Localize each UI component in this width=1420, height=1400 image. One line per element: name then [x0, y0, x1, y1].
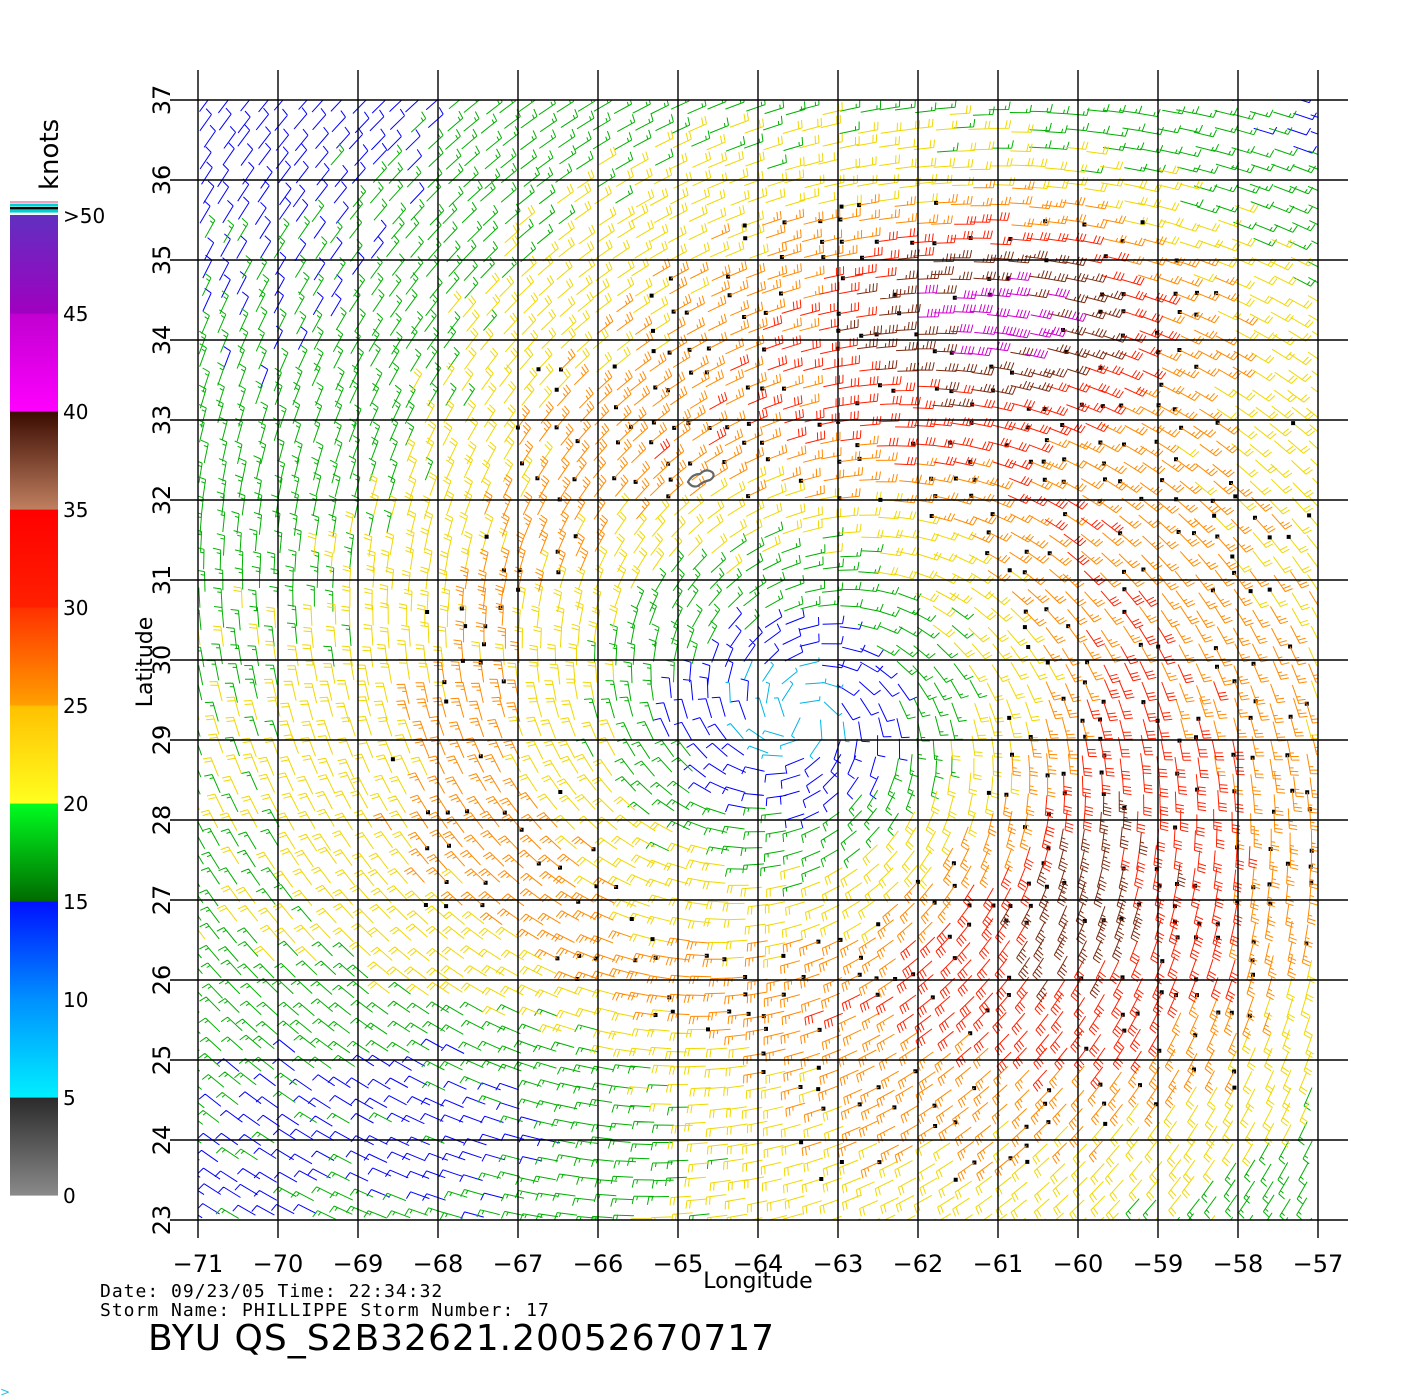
storm-info-line: Storm Name: PHILLIPPE Storm Number: 17: [100, 1300, 550, 1321]
axis-ticks: −71 −70 −69 −68 −67 −66 −65 −64 −63 −62 −61 −60 −59 −…: [148, 85, 1343, 1278]
x-axis-label: Longitude: [703, 1269, 812, 1294]
latitude-tick-label: 30: [148, 645, 176, 676]
date-time-line: Date: 09/23/05 Time: 22:34:32: [100, 1281, 444, 1302]
longitude-tick-label: −61: [973, 1250, 1024, 1278]
wind-barbs-ff8a00: [373, 179, 1318, 1182]
corner-mark: >: [0, 1385, 11, 1399]
colorbar-tick-label: 20: [63, 792, 88, 816]
wind-barbs-0000ff: [198, 100, 1318, 1220]
latitude-tick-label: 32: [148, 485, 176, 516]
colorbar-tick-label: 15: [63, 890, 88, 914]
lat-lon-grid: [170, 70, 1348, 1238]
colorbar-band: [10, 411, 58, 510]
colorbar-tick-label: 45: [63, 302, 88, 326]
latitude-tick-label: 23: [148, 1205, 176, 1236]
longitude-tick-label: −67: [493, 1250, 544, 1278]
latitude-tick-label: 31: [148, 565, 176, 596]
colorbar-stripe: [10, 207, 58, 210]
latitude-tick-label: 28: [148, 805, 176, 836]
colorbar-band: [10, 901, 58, 1000]
latitude-tick-label: 37: [148, 85, 176, 116]
colorbar-band: [10, 607, 58, 706]
colorbar-tick-label: 35: [63, 498, 88, 522]
latitude-tick-label: 24: [148, 1125, 176, 1156]
latitude-tick-label: 25: [148, 1045, 176, 1076]
longitude-tick-label: −62: [893, 1250, 944, 1278]
longitude-tick-label: −60: [1053, 1250, 1104, 1278]
latitude-tick-label: 29: [148, 725, 176, 756]
wind-barbs-f0d800: [198, 101, 1318, 1220]
longitude-tick-label: −65: [653, 1250, 704, 1278]
latitude-tick-label: 27: [148, 885, 176, 916]
longitude-tick-label: −57: [1293, 1250, 1344, 1278]
wind-barbs-7a2a10: [838, 249, 1186, 1003]
longitude-tick-label: −69: [333, 1250, 384, 1278]
latitude-tick-label: 26: [148, 965, 176, 996]
colorbar-tick-label: 40: [63, 400, 88, 424]
colorbar-band: [10, 705, 58, 804]
longitude-tick-label: −63: [813, 1250, 864, 1278]
longitude-tick-label: −66: [573, 1250, 624, 1278]
colorbar-band: [10, 509, 58, 608]
colorbar-stripe: [10, 204, 58, 207]
colorbar: 0 5 10 15 20 25 30 35 40 45 >50: [10, 201, 105, 1208]
colorbar-tick-label: 0: [63, 1184, 76, 1208]
colorbar-tick-label: 25: [63, 694, 88, 718]
longitude-tick-label: −68: [413, 1250, 464, 1278]
y-axis-label: Latitude: [133, 617, 158, 708]
latitude-tick-label: 36: [148, 165, 176, 196]
colorbar-tick-label: 30: [63, 596, 88, 620]
latitude-tick-label: 33: [148, 405, 176, 436]
colorbar-unit-label: knots: [35, 119, 65, 190]
wind-barbs-ff2000: [654, 212, 1258, 1092]
longitude-tick-label: −64: [733, 1250, 784, 1278]
wind-barbs-00b4e6: [725, 657, 850, 760]
colorbar-tick-label: 5: [63, 1086, 76, 1110]
colorbar-stripe: [10, 201, 58, 204]
bermuda-coastline: [686, 469, 715, 488]
longitude-tick-label: −70: [253, 1250, 304, 1278]
wind-barbs-00b000: [198, 100, 1318, 1220]
longitude-tick-label: −71: [173, 1250, 224, 1278]
colorbar-tick-label: >50: [63, 204, 105, 228]
colorbar-band: [10, 803, 58, 902]
bermuda-island: [686, 469, 715, 488]
wind-barbs-000000: [390, 200, 1314, 1182]
latitude-tick-label: 34: [148, 325, 176, 356]
colorbar-band: [10, 999, 58, 1098]
longitude-tick-label: −59: [1133, 1250, 1184, 1278]
latitude-tick-label: 35: [148, 245, 176, 276]
colorbar-stripe: [10, 210, 58, 213]
colorbar-band: [10, 215, 58, 314]
wind-barbs-d000d0: [916, 271, 1087, 359]
file-title: BYU QS_S2B32621.20052670717: [148, 1318, 776, 1359]
colorbar-band: [10, 313, 58, 412]
wind-barb-field: [198, 100, 1318, 1220]
colorbar-tick-label: 10: [63, 988, 88, 1012]
longitude-tick-label: −58: [1213, 1250, 1264, 1278]
colorbar-band: [10, 1097, 58, 1196]
